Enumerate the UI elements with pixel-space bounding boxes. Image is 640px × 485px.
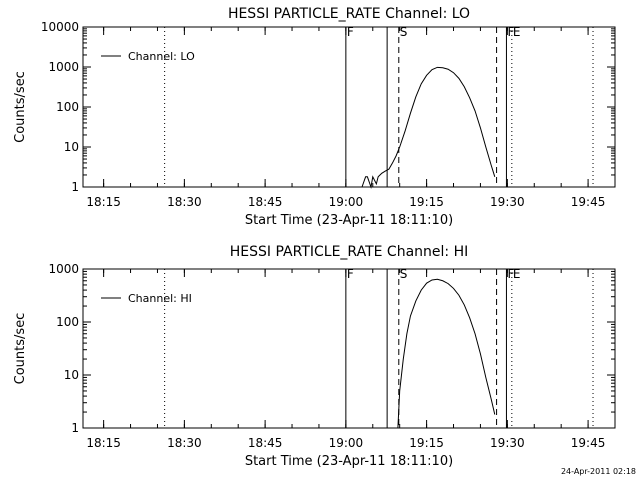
marker-label: S bbox=[400, 267, 408, 281]
marker-label: S bbox=[400, 25, 408, 39]
x-axis: 18:15 18:30 18:45 19:00 19:15 19:30 19:45 bbox=[86, 27, 616, 209]
chart-title: HESSI PARTICLE_RATE Channel: LO bbox=[228, 6, 470, 22]
marker-label: F bbox=[347, 25, 354, 39]
x-axis-label: Start Time (23-Apr-11 18:11:10) bbox=[245, 454, 453, 469]
marker-label: F bbox=[507, 267, 514, 281]
y-tick-label: 1000 bbox=[48, 60, 79, 74]
x-tick-label: 18:45 bbox=[248, 195, 283, 209]
x-tick-label: 19:45 bbox=[571, 436, 606, 450]
y-axis-label: Counts/sec bbox=[13, 71, 28, 143]
y-tick-label: 1000 bbox=[48, 262, 79, 276]
x-tick-label: 18:30 bbox=[167, 436, 202, 450]
marker-label: F bbox=[347, 267, 354, 281]
x-tick-label: 19:15 bbox=[409, 195, 444, 209]
x-tick-label: 19:00 bbox=[329, 436, 364, 450]
legend-entry: Channel: HI bbox=[128, 292, 192, 305]
plot-frame bbox=[82, 268, 616, 429]
x-tick-label: 18:15 bbox=[86, 436, 121, 450]
y-tick-label: 10000 bbox=[41, 20, 79, 34]
series-line bbox=[361, 66, 496, 189]
y-tick-label: 100 bbox=[56, 315, 79, 329]
y-tick-label: 1 bbox=[71, 180, 79, 194]
y-axis: 1 10 100 1000 10000 bbox=[41, 20, 615, 194]
chart-panel-2: HESSI PARTICLE_RATE Channel: HI 18:15 18:3… bbox=[13, 244, 616, 469]
x-tick-label: 19:30 bbox=[490, 195, 525, 209]
series-line bbox=[397, 278, 496, 429]
chart-title: HESSI PARTICLE_RATE Channel: HI bbox=[230, 244, 468, 260]
y-tick-label: 10 bbox=[64, 368, 79, 382]
x-tick-label: 19:00 bbox=[329, 195, 364, 209]
x-tick-label: 18:45 bbox=[248, 436, 283, 450]
x-tick-label: 19:30 bbox=[490, 436, 525, 450]
y-axis: 1 10 100 1000 bbox=[48, 262, 615, 435]
x-axis-label: Start Time (23-Apr-11 18:11:10) bbox=[245, 213, 453, 228]
marker-label: E bbox=[513, 25, 521, 39]
legend-entry: Channel: LO bbox=[128, 50, 195, 63]
x-tick-label: 18:30 bbox=[167, 195, 202, 209]
x-tick-label: 19:45 bbox=[571, 195, 606, 209]
marker-label: F bbox=[507, 25, 514, 39]
footer-timestamp: 24-Apr-2011 02:18 bbox=[561, 467, 636, 476]
y-axis-label: Counts/sec bbox=[13, 313, 28, 385]
legend: Channel: LO bbox=[101, 50, 195, 63]
y-tick-label: 1 bbox=[71, 421, 79, 435]
vertical-markers: F S FE bbox=[164, 25, 594, 187]
x-tick-label: 18:15 bbox=[86, 195, 121, 209]
marker-label: E bbox=[513, 267, 521, 281]
chart-panel-1: HESSI PARTICLE_RATE Channel: LO 18:15 18:3… bbox=[13, 6, 616, 228]
y-tick-label: 100 bbox=[56, 100, 79, 114]
legend: Channel: HI bbox=[101, 292, 192, 305]
x-tick-label: 19:15 bbox=[409, 436, 444, 450]
y-tick-label: 10 bbox=[64, 140, 79, 154]
